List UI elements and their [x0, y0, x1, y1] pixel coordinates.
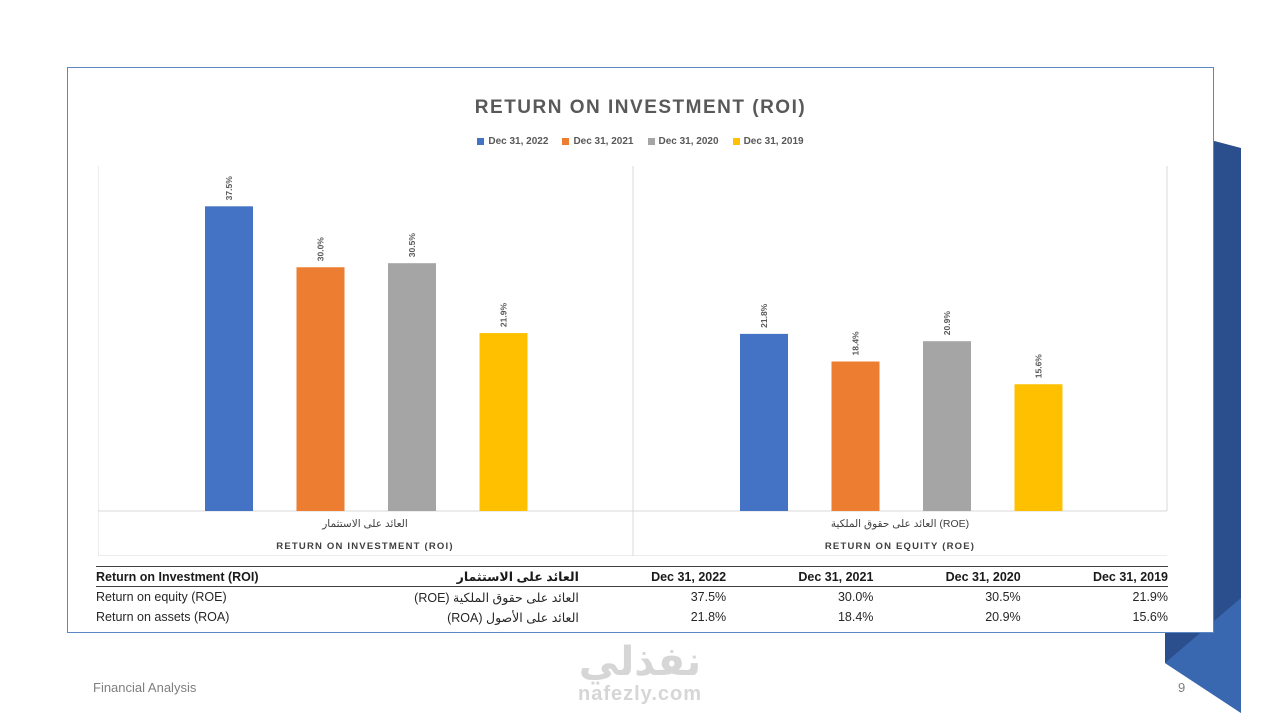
- data-label-roi-2021: 30.0%: [316, 237, 326, 262]
- table-header-row: Return on Investment (ROI) العائد على ال…: [96, 566, 1168, 587]
- legend-item-2022: Dec 31, 2022: [477, 136, 548, 147]
- table-header-2022: Dec 31, 2022: [578, 566, 727, 587]
- table-cell: 30.5%: [985, 590, 1021, 604]
- table-cell: 30.0%: [837, 590, 874, 604]
- table-cell: Return on equity (ROE): [96, 590, 227, 604]
- chart-legend: Dec 31, 2022 Dec 31, 2021 Dec 31, 2020 D…: [68, 136, 1213, 147]
- ribbon-light-shape: [1165, 598, 1241, 713]
- data-label-roe-2019: 15.6%: [1034, 354, 1044, 379]
- legend-item-2020: Dec 31, 2020: [647, 136, 719, 147]
- data-label-roe-2022: 21.8%: [759, 303, 769, 328]
- table-cell: 20.9%: [985, 610, 1021, 624]
- table-row: Return on equity (ROE) العائد على حقوق ا…: [96, 587, 1168, 608]
- table-header-2019: Dec 31, 2019: [1020, 566, 1168, 587]
- table-row: Return on assets (ROA) العائد على الأصول…: [96, 607, 1168, 627]
- data-label-roe-2020: 20.9%: [942, 311, 952, 336]
- category-label-english-roe: RETURN ON EQUITY (ROE): [825, 541, 975, 552]
- table-cell: 18.4%: [837, 610, 874, 624]
- category-label-english-roi: RETURN ON INVESTMENT (ROI): [276, 541, 453, 552]
- page-number: 9: [1178, 680, 1186, 695]
- legend-label-2021: Dec 31, 2021: [573, 136, 634, 147]
- legend-label-2019: Dec 31, 2019: [743, 136, 804, 147]
- table-cell: العائد على الأصول (ROA): [447, 610, 579, 625]
- data-label-roi-2022: 37.5%: [224, 176, 234, 201]
- legend-swatch-2019: [732, 138, 740, 145]
- chart-title: RETURN ON INVESTMENT (ROI): [474, 97, 807, 118]
- watermark-arabic: نفذلي: [578, 640, 702, 684]
- watermark-latin: nafezly.com: [578, 683, 702, 705]
- watermark-logo: نفذلي nafezly.com: [560, 640, 720, 704]
- legend-item-2019: Dec 31, 2019: [732, 136, 804, 147]
- table-header-2020: Dec 31, 2020: [873, 566, 1021, 587]
- bar-roe-2022: [740, 333, 788, 511]
- table-cell: 21.9%: [1132, 590, 1168, 604]
- chart-frame: RETURN ON INVESTMENT (ROI) Dec 31, 2022 …: [67, 67, 1214, 633]
- legend-swatch-2020: [647, 138, 655, 145]
- category-label-arabic-roi: العائد على الاستثمار: [321, 518, 408, 530]
- legend-swatch-2021: [562, 138, 570, 145]
- bar-roe-2021: [831, 361, 880, 511]
- table-cell: العائد على حقوق الملكية (ROE): [414, 590, 579, 605]
- table-header-arabic: العائد على الاستثمار: [336, 566, 579, 587]
- bar-roi-2022: [205, 206, 253, 511]
- table-cell: Return on assets (ROA): [96, 610, 230, 624]
- data-label-roe-2021: 18.4%: [851, 331, 861, 356]
- table-header-english: Return on Investment (ROI): [96, 566, 337, 587]
- category-label-arabic-roe: العائد على حقوق الملكية (ROE): [831, 518, 969, 530]
- table-cell: 21.8%: [690, 610, 727, 624]
- bar-roi-2020: [388, 263, 436, 511]
- bar-chart-plot: 37.5% 21.8% 30.0% 18.4% 30.5% 20.9% 21.9% 15.6%…: [98, 166, 1168, 556]
- data-label-roi-2019: 21.9%: [499, 303, 509, 328]
- legend-label-2020: Dec 31, 2020: [658, 136, 719, 147]
- legend-swatch-2022: [477, 138, 485, 145]
- table-cell: 37.5%: [690, 590, 727, 604]
- table-cell: 15.6%: [1132, 610, 1168, 624]
- bar-roi-2019: [479, 333, 528, 511]
- bar-roe-2019: [1014, 384, 1063, 511]
- data-table: Return on Investment (ROI) العائد على ال…: [96, 566, 1168, 627]
- legend-item-2021: Dec 31, 2021: [562, 136, 634, 147]
- bars-layer: [205, 206, 1063, 511]
- bar-roi-2021: [296, 267, 345, 511]
- data-label-roi-2020: 30.5%: [407, 233, 417, 258]
- legend-label-2022: Dec 31, 2022: [488, 136, 549, 147]
- value-labels-layer: 37.5% 21.8% 30.0% 18.4% 30.5% 20.9% 21.9% 15.6%: [224, 176, 1044, 378]
- footer-title: Financial Analysis: [93, 680, 197, 695]
- table-header-2021: Dec 31, 2021: [726, 566, 874, 587]
- bar-roe-2020: [923, 341, 971, 511]
